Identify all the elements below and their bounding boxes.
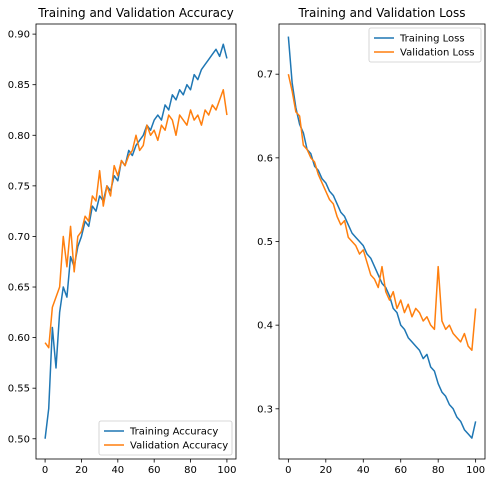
accuracy-y-tick-label: 0.80 xyxy=(8,131,30,142)
accuracy-y-tick-label: 0.70 xyxy=(8,232,30,243)
accuracy-x-tick-label: 80 xyxy=(184,465,197,476)
accuracy-chart: Training and Validation Accuracy 0 20 40 60 8… xyxy=(8,6,237,476)
accuracy-legend: Training Accuracy Validation Accuracy xyxy=(98,420,233,456)
accuracy-y-tick-label: 0.85 xyxy=(8,80,30,91)
loss-y-tick-label: 0.4 xyxy=(257,321,273,332)
loss-series-line-training-loss xyxy=(287,36,477,439)
accuracy-y-tick-label: 0.65 xyxy=(8,283,30,294)
loss-x-tick-label: 100 xyxy=(466,465,485,476)
loss-x-tick-label: 0 xyxy=(285,465,291,476)
loss-x-tick-label: 60 xyxy=(394,465,407,476)
loss-y-tick-label: 0.7 xyxy=(257,70,273,81)
loss-legend-box xyxy=(368,27,482,63)
loss-series-line-validation-loss xyxy=(287,74,477,351)
loss-y-tick-label: 0.5 xyxy=(257,237,273,248)
loss-x-tick-label: 80 xyxy=(432,465,445,476)
accuracy-x-tick-label: 40 xyxy=(111,465,124,476)
accuracy-legend-label: Training Accuracy xyxy=(129,427,218,438)
accuracy-axes-frame xyxy=(35,23,237,460)
loss-chart-title: Training and Validation Loss xyxy=(298,6,466,20)
accuracy-y-tick-label: 0.55 xyxy=(8,384,30,395)
loss-x-tick-label: 20 xyxy=(319,465,332,476)
accuracy-series-line-validation-accuracy xyxy=(44,89,228,349)
accuracy-y-tick-label: 0.60 xyxy=(8,333,30,344)
accuracy-chart-title: Training and Validation Accuracy xyxy=(37,6,233,20)
loss-chart: Training and Validation Loss 0 20 40 60 80 100… xyxy=(257,6,486,476)
accuracy-y-tick-label: 0.75 xyxy=(8,181,30,192)
accuracy-series-group xyxy=(44,43,228,439)
accuracy-y-tick-label: 0.90 xyxy=(8,30,30,41)
accuracy-legend-box xyxy=(98,420,233,456)
accuracy-x-tick-label: 20 xyxy=(75,465,88,476)
accuracy-x-tick-label: 100 xyxy=(217,465,236,476)
loss-axes-frame xyxy=(278,23,486,460)
loss-legend-label: Training Loss xyxy=(399,34,465,45)
accuracy-legend-label: Validation Accuracy xyxy=(130,441,228,452)
loss-series-group xyxy=(287,36,477,439)
accuracy-x-tick-label: 0 xyxy=(42,465,48,476)
loss-x-tick-label: 40 xyxy=(357,465,370,476)
loss-y-tick-label: 0.6 xyxy=(257,153,273,164)
loss-legend: Training Loss Validation Loss xyxy=(368,27,482,63)
accuracy-x-tick-label: 60 xyxy=(148,465,161,476)
accuracy-y-tick-label: 0.50 xyxy=(8,434,30,445)
loss-y-tick-label: 0.3 xyxy=(257,404,273,415)
loss-legend-label: Validation Loss xyxy=(400,48,475,59)
